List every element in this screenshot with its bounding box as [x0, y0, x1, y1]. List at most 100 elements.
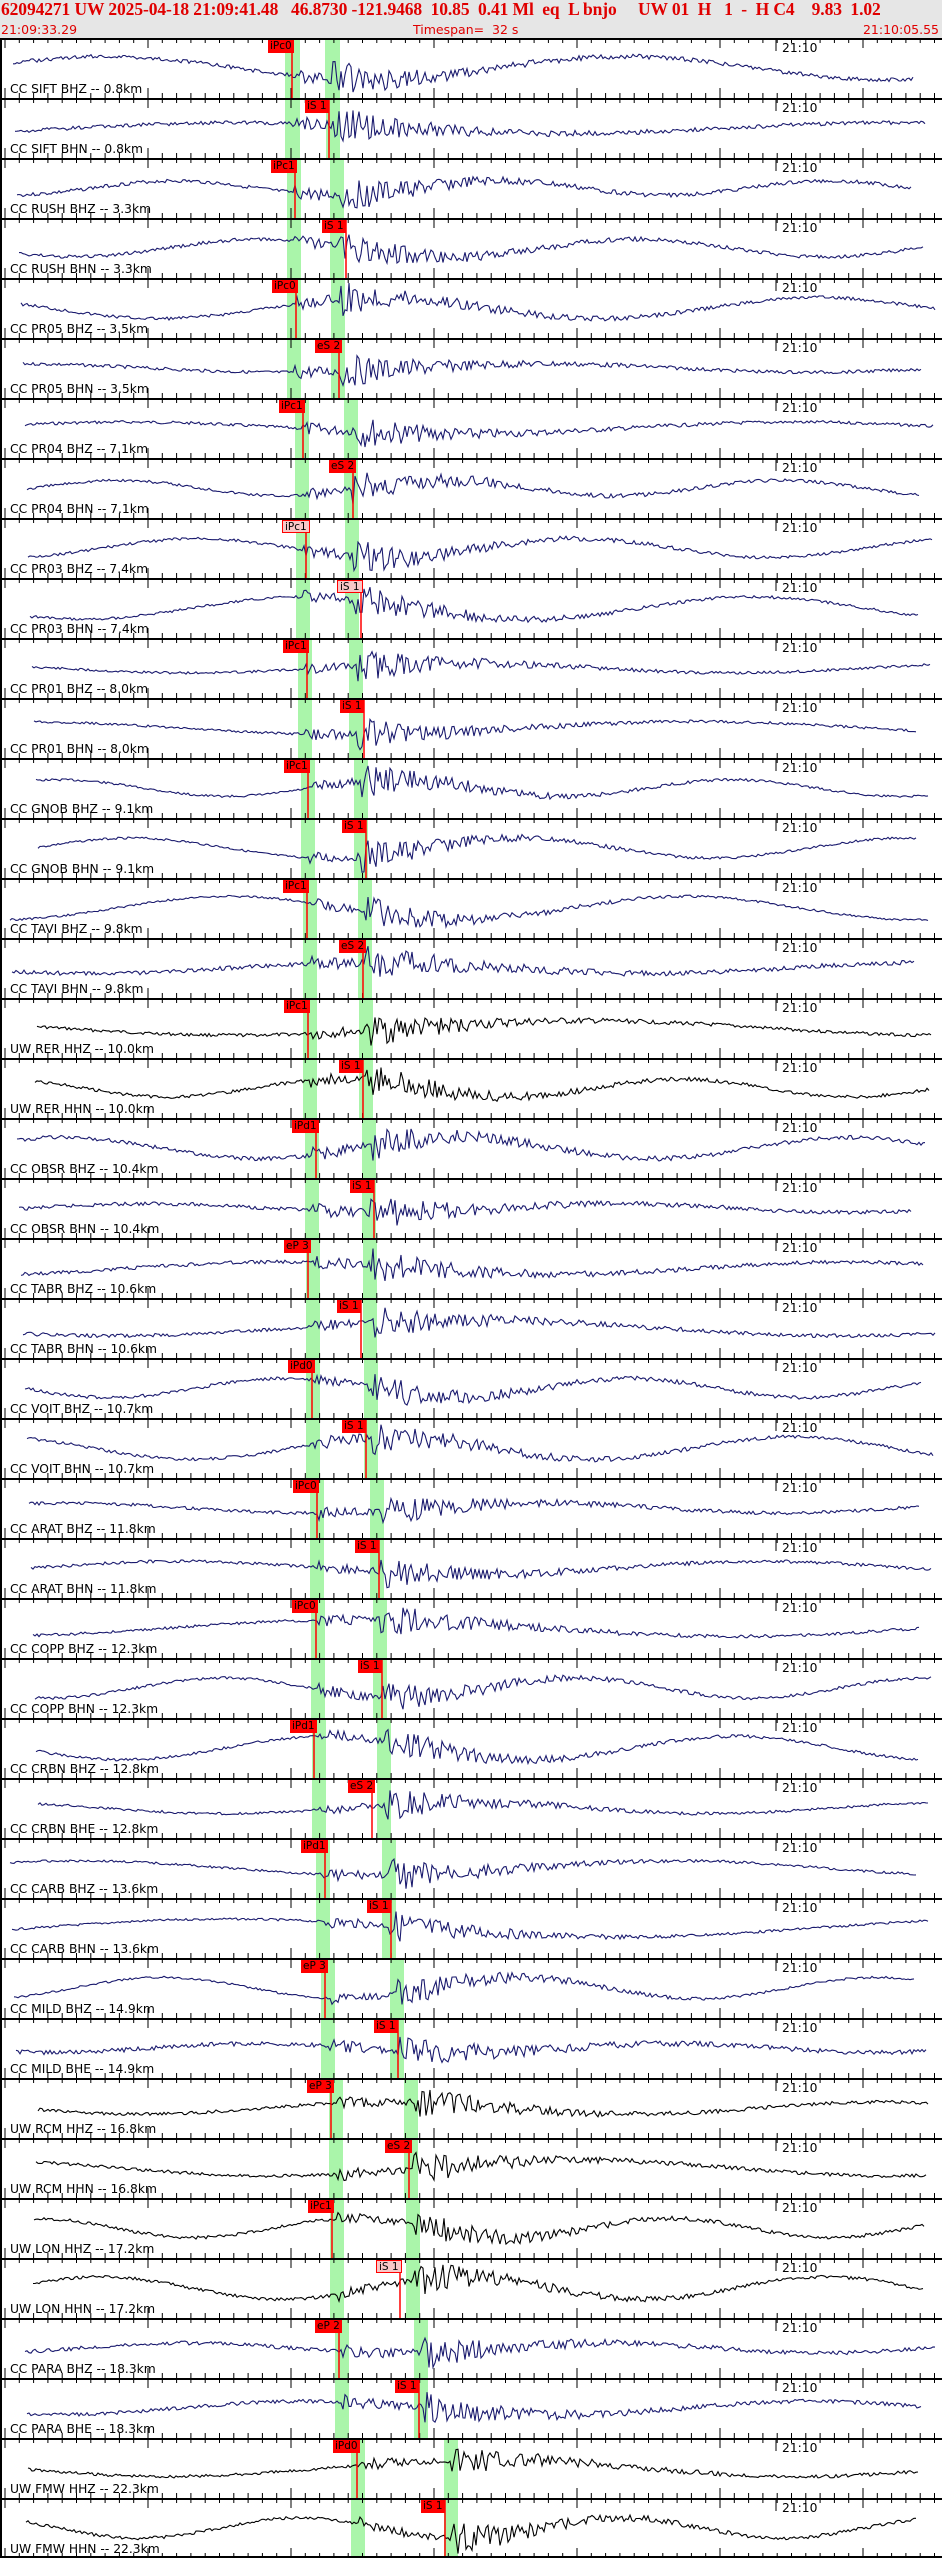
waveform-plot[interactable]	[0, 2018, 942, 2078]
phase-pick-es2[interactable]: eS 2	[329, 460, 357, 473]
phase-pick-is1[interactable]: iS 1	[355, 1540, 379, 1553]
trace-panel-cc-obsr-bhn[interactable]: 21:10 iS 1 CC OBSR BHN -- 10.4km	[0, 1178, 942, 1238]
phase-pick-ipc0[interactable]: iPc0	[272, 280, 298, 293]
trace-panel-cc-tavi-bhz[interactable]: 21:10 iPc1 CC TAVI BHZ -- 9.8km	[0, 878, 942, 938]
phase-pick-is1[interactable]: iS 1	[337, 580, 363, 593]
trace-panel-cc-rush-bhn[interactable]: 21:10 iS 1 CC RUSH BHN -- 3.3km	[0, 218, 942, 278]
trace-panel-cc-pr03-bhz[interactable]: 21:10 iPc1 CC PR03 BHZ -- 7.4km	[0, 518, 942, 578]
waveform-plot[interactable]	[0, 1058, 942, 1118]
waveform-plot[interactable]	[0, 218, 942, 278]
trace-panel-cc-voit-bhn[interactable]: 21:10 iS 1 CC VOIT BHN -- 10.7km	[0, 1418, 942, 1478]
waveform-plot[interactable]	[0, 698, 942, 758]
phase-pick-ipc1[interactable]: iPc1	[308, 2200, 334, 2213]
waveform-plot[interactable]	[0, 1838, 942, 1898]
waveform-plot[interactable]	[0, 1178, 942, 1238]
phase-pick-ipc1[interactable]: iPc1	[283, 640, 309, 653]
trace-panel-uw-fmw-hhz[interactable]: 21:10 iPd0 UW FMW HHZ -- 22.3km	[0, 2438, 942, 2498]
trace-panel-cc-obsr-bhz[interactable]: 21:10 iPd1 CC OBSR BHZ -- 10.4km	[0, 1118, 942, 1178]
trace-panel-cc-mild-bhe[interactable]: 21:10 iS 1 CC MILD BHE -- 14.9km	[0, 2018, 942, 2078]
phase-pick-ipd0[interactable]: iPd0	[333, 2440, 360, 2453]
waveform-plot[interactable]	[0, 2378, 942, 2438]
phase-pick-is1[interactable]: iS 1	[322, 220, 346, 233]
trace-panel-uw-rcm-hhz[interactable]: 21:10 eP 3 UW RCM HHZ -- 16.8km	[0, 2078, 942, 2138]
phase-pick-is1[interactable]: iS 1	[337, 1300, 361, 1313]
trace-panel-uw-rer-hhn[interactable]: 21:10 iS 1 UW RER HHN -- 10.0km	[0, 1058, 942, 1118]
phase-pick-is1[interactable]: iS 1	[421, 2500, 445, 2513]
waveform-plot[interactable]	[0, 578, 942, 638]
waveform-plot[interactable]	[0, 1418, 942, 1478]
trace-panel-cc-pr05-bhn[interactable]: 21:10 eS 2 CC PR05 BHN -- 3.5km	[0, 338, 942, 398]
phase-pick-ipc0[interactable]: iPc0	[268, 40, 294, 53]
waveform-plot[interactable]	[0, 2138, 942, 2198]
phase-pick-ipc1[interactable]: iPc1	[284, 1000, 310, 1013]
phase-pick-ipd1[interactable]: iPd1	[301, 1840, 328, 1853]
phase-pick-is1[interactable]: iS 1	[342, 1420, 366, 1433]
trace-panel-cc-crbn-bhe[interactable]: 21:10 eS 2 CC CRBN BHE -- 12.8km	[0, 1778, 942, 1838]
waveform-plot[interactable]	[0, 2318, 942, 2378]
phase-pick-ep2[interactable]: eP 2	[315, 2320, 342, 2333]
trace-panel-cc-carb-bhn[interactable]: 21:10 iS 1 CC CARB BHN -- 13.6km	[0, 1898, 942, 1958]
phase-pick-is1[interactable]: iS 1	[339, 1060, 363, 1073]
phase-pick-ipc1[interactable]: iPc1	[283, 880, 309, 893]
phase-pick-ipc0[interactable]: iPc0	[292, 1600, 318, 1613]
trace-panel-cc-arat-bhn[interactable]: 21:10 iS 1 CC ARAT BHN -- 11.8km	[0, 1538, 942, 1598]
phase-pick-ep3[interactable]: eP 3	[301, 1960, 328, 1973]
trace-panel-cc-pr03-bhn[interactable]: 21:10 iS 1 CC PR03 BHN -- 7.4km	[0, 578, 942, 638]
phase-pick-is1[interactable]: iS 1	[358, 1660, 382, 1673]
waveform-plot[interactable]	[0, 1118, 942, 1178]
trace-panel-cc-rush-bhz[interactable]: 21:10 iPc1 CC RUSH BHZ -- 3.3km	[0, 158, 942, 218]
waveform-plot[interactable]	[0, 758, 942, 818]
phase-pick-is1[interactable]: iS 1	[305, 100, 329, 113]
waveform-plot[interactable]	[0, 998, 942, 1058]
trace-panel-cc-copp-bhz[interactable]: 21:10 iPc0 CC COPP BHZ -- 12.3km	[0, 1598, 942, 1658]
phase-pick-is1[interactable]: iS 1	[342, 820, 366, 833]
waveform-plot[interactable]	[0, 1778, 942, 1838]
phase-pick-is1[interactable]: iS 1	[367, 1900, 391, 1913]
trace-panel-uw-fmw-hhn[interactable]: 21:10 iS 1 UW FMW HHN -- 22.3km	[0, 2498, 942, 2558]
waveform-plot[interactable]	[0, 1898, 942, 1958]
phase-pick-ep3[interactable]: eP 3	[284, 1240, 311, 1253]
phase-pick-ipc1[interactable]: iPc1	[284, 760, 310, 773]
waveform-plot[interactable]	[0, 158, 942, 218]
waveform-plot[interactable]	[0, 1718, 942, 1778]
phase-pick-es2[interactable]: eS 2	[385, 2140, 413, 2153]
waveform-plot[interactable]	[0, 1598, 942, 1658]
trace-panel-cc-pr01-bhn[interactable]: 21:10 iS 1 CC PR01 BHN -- 8.0km	[0, 698, 942, 758]
trace-panel-cc-para-bhz[interactable]: 21:10 eP 2 CC PARA BHZ -- 18.3km	[0, 2318, 942, 2378]
trace-panel-cc-pr01-bhz[interactable]: 21:10 iPc1 CC PR01 BHZ -- 8.0km	[0, 638, 942, 698]
waveform-plot[interactable]	[0, 518, 942, 578]
waveform-plot[interactable]	[0, 1958, 942, 2018]
waveform-plot[interactable]	[0, 2498, 942, 2558]
waveform-plot[interactable]	[0, 1658, 942, 1718]
trace-panel-cc-pr04-bhn[interactable]: 21:10 eS 2 CC PR04 BHN -- 7.1km	[0, 458, 942, 518]
trace-panel-cc-arat-bhz[interactable]: 21:10 iPc0 CC ARAT BHZ -- 11.8km	[0, 1478, 942, 1538]
trace-panel-cc-copp-bhn[interactable]: 21:10 iS 1 CC COPP BHN -- 12.3km	[0, 1658, 942, 1718]
waveform-plot[interactable]	[0, 2438, 942, 2498]
trace-panel-uw-lon-hhn[interactable]: 21:10 iS 1 UW LON HHN -- 17.2km	[0, 2258, 942, 2318]
phase-pick-ipc1[interactable]: iPc1	[271, 160, 297, 173]
waveform-plot[interactable]	[0, 398, 942, 458]
waveform-plot[interactable]	[0, 2078, 942, 2138]
seismogram-panels[interactable]: 21:10 iPc0 CC SIFT BHZ -- 0.8km 21:10 iS…	[0, 38, 942, 2558]
waveform-plot[interactable]	[0, 2198, 942, 2258]
phase-pick-ipc1[interactable]: iPc1	[282, 520, 310, 533]
waveform-plot[interactable]	[0, 938, 942, 998]
phase-pick-es2[interactable]: eS 2	[339, 940, 367, 953]
trace-panel-cc-gnob-bhn[interactable]: 21:10 iS 1 CC GNOB BHN -- 9.1km	[0, 818, 942, 878]
trace-panel-cc-tavi-bhn[interactable]: 21:10 eS 2 CC TAVI BHN -- 9.8km	[0, 938, 942, 998]
waveform-plot[interactable]	[0, 98, 942, 158]
phase-pick-ipd0[interactable]: iPd0	[288, 1360, 315, 1373]
trace-panel-cc-tabr-bhn[interactable]: 21:10 iS 1 CC TABR BHN -- 10.6km	[0, 1298, 942, 1358]
phase-pick-is1[interactable]: iS 1	[395, 2380, 419, 2393]
trace-panel-cc-tabr-bhz[interactable]: 21:10 eP 3 CC TABR BHZ -- 10.6km	[0, 1238, 942, 1298]
phase-pick-ep3[interactable]: eP 3	[307, 2080, 334, 2093]
trace-panel-cc-gnob-bhz[interactable]: 21:10 iPc1 CC GNOB BHZ -- 9.1km	[0, 758, 942, 818]
phase-pick-ipc1[interactable]: iPc1	[279, 400, 305, 413]
trace-panel-cc-para-bhe[interactable]: 21:10 iS 1 CC PARA BHE -- 18.3km	[0, 2378, 942, 2438]
waveform-plot[interactable]	[0, 1298, 942, 1358]
phase-pick-is1[interactable]: iS 1	[376, 2260, 402, 2273]
trace-panel-cc-pr04-bhz[interactable]: 21:10 iPc1 CC PR04 BHZ -- 7.1km	[0, 398, 942, 458]
phase-pick-is1[interactable]: iS 1	[340, 700, 364, 713]
trace-panel-uw-rer-hhz[interactable]: 21:10 iPc1 UW RER HHZ -- 10.0km	[0, 998, 942, 1058]
trace-panel-cc-mild-bhz[interactable]: 21:10 eP 3 CC MILD BHZ -- 14.9km	[0, 1958, 942, 2018]
